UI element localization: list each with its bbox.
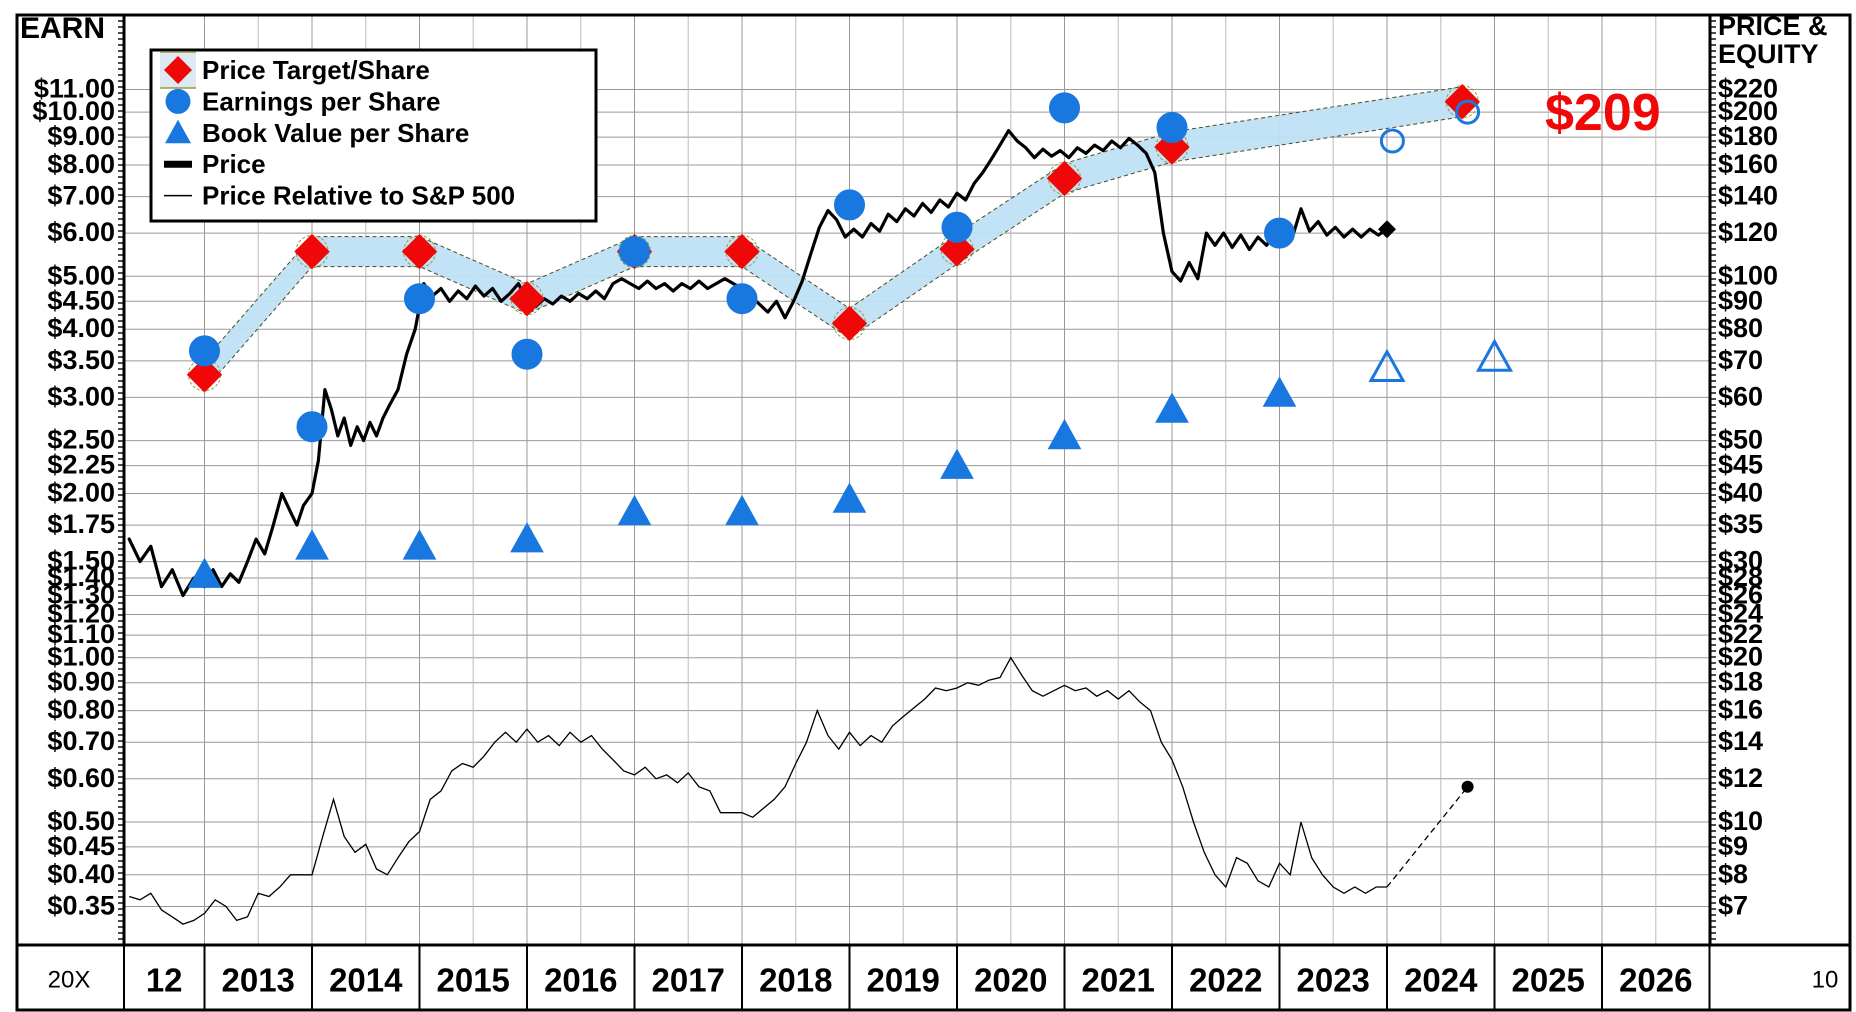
svg-text:$8: $8 bbox=[1718, 859, 1748, 889]
svg-text:$35: $35 bbox=[1718, 509, 1763, 539]
svg-text:2026: 2026 bbox=[1619, 962, 1692, 999]
svg-text:$0.45: $0.45 bbox=[47, 831, 115, 861]
svg-text:$7.00: $7.00 bbox=[47, 181, 115, 211]
svg-text:2022: 2022 bbox=[1189, 962, 1262, 999]
svg-text:$45: $45 bbox=[1718, 450, 1763, 480]
svg-text:2025: 2025 bbox=[1511, 962, 1584, 999]
svg-text:2018: 2018 bbox=[759, 962, 832, 999]
svg-text:EQUITY: EQUITY bbox=[1718, 39, 1819, 69]
svg-text:$9: $9 bbox=[1718, 831, 1748, 861]
svg-text:20X: 20X bbox=[48, 967, 91, 994]
svg-text:$0.40: $0.40 bbox=[47, 859, 115, 889]
svg-text:$209: $209 bbox=[1545, 84, 1661, 142]
svg-text:2019: 2019 bbox=[866, 962, 939, 999]
svg-text:$0.80: $0.80 bbox=[47, 695, 115, 725]
svg-text:$160: $160 bbox=[1718, 149, 1778, 179]
svg-text:$1.75: $1.75 bbox=[47, 509, 115, 539]
svg-text:$2.25: $2.25 bbox=[47, 450, 115, 480]
svg-text:$3.00: $3.00 bbox=[47, 381, 115, 411]
svg-text:$2.00: $2.00 bbox=[47, 478, 115, 508]
svg-text:2023: 2023 bbox=[1296, 962, 1369, 999]
svg-text:2024: 2024 bbox=[1404, 962, 1478, 999]
svg-text:Book Value per Share: Book Value per Share bbox=[202, 118, 469, 148]
svg-text:EARN: EARN bbox=[20, 12, 105, 45]
svg-text:$7: $7 bbox=[1718, 891, 1748, 921]
svg-text:10: 10 bbox=[1812, 967, 1839, 994]
svg-text:$60: $60 bbox=[1718, 381, 1763, 411]
svg-text:$4.50: $4.50 bbox=[47, 285, 115, 315]
svg-text:$16: $16 bbox=[1718, 695, 1763, 725]
svg-text:$4.00: $4.00 bbox=[47, 313, 115, 343]
svg-text:2017: 2017 bbox=[651, 962, 724, 999]
svg-text:2015: 2015 bbox=[436, 962, 509, 999]
svg-text:$3.50: $3.50 bbox=[47, 345, 115, 375]
svg-text:$90: $90 bbox=[1718, 285, 1763, 315]
svg-text:$18: $18 bbox=[1718, 667, 1763, 697]
svg-text:Price: Price bbox=[202, 149, 266, 179]
svg-text:$0.70: $0.70 bbox=[47, 726, 115, 756]
svg-text:Earnings per Share: Earnings per Share bbox=[202, 86, 440, 116]
svg-text:2021: 2021 bbox=[1081, 962, 1154, 999]
svg-text:2016: 2016 bbox=[544, 962, 617, 999]
svg-text:$8.00: $8.00 bbox=[47, 149, 115, 179]
svg-text:12: 12 bbox=[146, 962, 183, 999]
svg-text:$80: $80 bbox=[1718, 313, 1763, 343]
svg-text:$120: $120 bbox=[1718, 217, 1778, 247]
svg-text:PRICE &: PRICE & bbox=[1718, 11, 1828, 41]
svg-text:$0.90: $0.90 bbox=[47, 667, 115, 697]
svg-text:$14: $14 bbox=[1718, 726, 1763, 756]
svg-text:Price Relative to S&P 500: Price Relative to S&P 500 bbox=[202, 181, 515, 211]
svg-text:$9.00: $9.00 bbox=[47, 121, 115, 151]
svg-text:$40: $40 bbox=[1718, 478, 1763, 508]
svg-text:$0.60: $0.60 bbox=[47, 763, 115, 793]
svg-text:Price Target/Share: Price Target/Share bbox=[202, 55, 430, 85]
svg-text:$6.00: $6.00 bbox=[47, 217, 115, 247]
svg-text:$180: $180 bbox=[1718, 121, 1778, 151]
svg-text:2013: 2013 bbox=[221, 962, 294, 999]
svg-text:$140: $140 bbox=[1718, 181, 1778, 211]
svg-text:$0.35: $0.35 bbox=[47, 891, 115, 921]
svg-text:2014: 2014 bbox=[329, 962, 403, 999]
svg-text:2020: 2020 bbox=[974, 962, 1047, 999]
svg-text:$12: $12 bbox=[1718, 763, 1763, 793]
svg-text:$70: $70 bbox=[1718, 345, 1763, 375]
